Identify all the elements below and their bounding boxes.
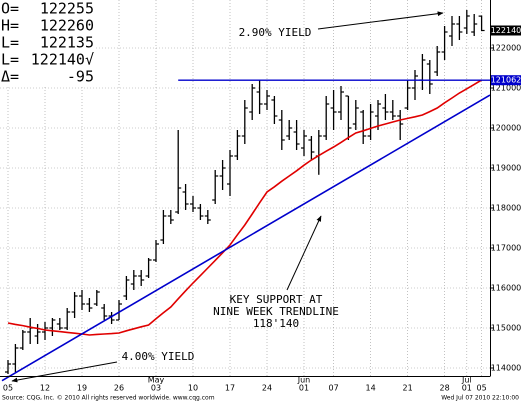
source: Source: CQG, Inc. © 2010 All rights rese… (2, 395, 215, 402)
x-tick-label: 14 (366, 384, 376, 393)
x-tick-label: 12 (40, 384, 50, 393)
annotation: 4.00% YIELD (122, 350, 195, 363)
annotation: NINE WEEK TRENDLINE (213, 305, 339, 318)
x-tick-label: 05 (3, 384, 13, 393)
readout-label: O= (1, 0, 19, 18)
x-tick-label: 24 (262, 384, 272, 393)
y-tick-label: 120000 (491, 124, 521, 133)
x-tick-label: 01 (299, 384, 309, 393)
x-tick-label: 03 (151, 384, 161, 393)
x-tick-label: 17 (225, 384, 235, 393)
readout-value: 122255 (40, 0, 94, 18)
readout-value: 122135 (40, 34, 94, 52)
timestamp: Wed Jul 07 2010 22:10:00 (441, 395, 519, 402)
annotation: 118'140 (253, 317, 299, 330)
price-marker-label: 121062 (491, 76, 521, 85)
arrow (11, 361, 118, 383)
readout-value: 122140√ (31, 51, 94, 69)
month-label: Jul (461, 376, 472, 385)
x-tick-label: 26 (114, 384, 124, 393)
x-tick-label: 05 (477, 384, 487, 393)
readout-label: L= (1, 51, 19, 69)
trendline (1, 94, 491, 382)
annotation: 2.90% YIELD (239, 26, 312, 39)
y-tick-label: 122000 (491, 44, 521, 53)
readout-label: L= (1, 34, 19, 52)
readout-value: 122260 (40, 17, 94, 35)
readout-label: Δ= (1, 68, 19, 86)
month-label: Jun (297, 376, 311, 385)
price-marker-label: 122140 (491, 26, 521, 35)
x-tick-label: 19 (77, 384, 87, 393)
y-tick-label: 119000 (491, 164, 521, 173)
price-marker (491, 75, 521, 86)
arrow (286, 215, 322, 291)
y-tick-label: 118000 (491, 204, 521, 213)
y-tick-label: 121000 (491, 84, 521, 93)
month-label: May (148, 376, 165, 385)
annotation: KEY SUPPORT AT (230, 293, 323, 306)
x-tick-label: 21 (403, 384, 413, 393)
readout-value: -95 (67, 68, 94, 86)
x-tick-label: 10 (188, 384, 198, 393)
x-tick-label: 01 (462, 384, 472, 393)
y-tick-label: 116000 (491, 284, 521, 293)
price-marker (491, 25, 521, 36)
y-tick-label: 115000 (491, 324, 521, 333)
x-tick-label: 07 (329, 384, 339, 393)
y-tick-label: 117000 (491, 244, 521, 253)
readout-label: H= (1, 17, 19, 35)
arrow (317, 11, 444, 30)
readout-box (0, 0, 96, 86)
y-tick-label: 114000 (491, 364, 521, 373)
x-tick-label: 28 (440, 384, 450, 393)
moving-average (7, 79, 483, 336)
